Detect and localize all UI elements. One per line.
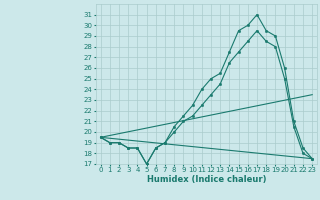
X-axis label: Humidex (Indice chaleur): Humidex (Indice chaleur): [147, 175, 266, 184]
